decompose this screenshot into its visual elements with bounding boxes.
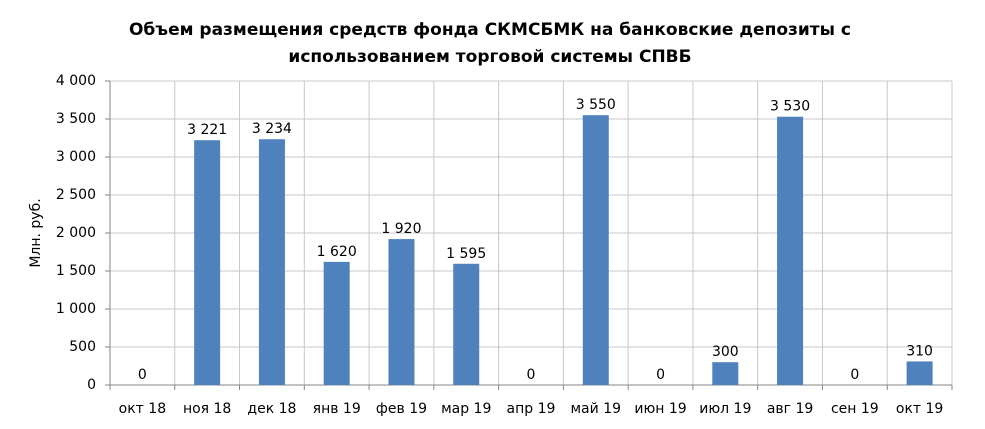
y-tick-label: 1 500 <box>56 263 96 279</box>
bar <box>258 139 285 385</box>
y-tick-label: 1 000 <box>56 301 96 317</box>
x-tick-label: апр 19 <box>507 401 556 417</box>
y-tick-label: 2 000 <box>56 225 96 241</box>
x-tick-label: сен 19 <box>831 401 879 417</box>
x-tick-label: июн 19 <box>634 401 686 417</box>
bar <box>582 115 609 385</box>
value-label: 3 550 <box>576 97 616 113</box>
x-tick-label: окт 18 <box>119 401 166 417</box>
value-label: 0 <box>656 367 665 383</box>
bar <box>388 239 415 385</box>
x-tick-label: май 19 <box>571 401 622 417</box>
y-tick-label: 3 500 <box>56 111 96 127</box>
bar <box>906 361 933 385</box>
bar <box>323 261 350 385</box>
value-label: 1 920 <box>381 221 421 237</box>
y-axis-label: Млн. руб. <box>28 198 44 267</box>
value-label: 3 221 <box>187 122 227 138</box>
y-tick-label: 4 000 <box>56 73 96 89</box>
value-label: 0 <box>850 367 859 383</box>
value-label: 0 <box>138 367 147 383</box>
x-tick-label: янв 19 <box>313 401 361 417</box>
bar <box>453 263 480 385</box>
bar <box>712 362 739 385</box>
chart-title: использованием торговой системы СПВБ <box>288 47 691 67</box>
x-tick-label: мар 19 <box>441 401 491 417</box>
x-tick-label: фев 19 <box>376 401 427 417</box>
x-tick-label: авг 19 <box>767 401 813 417</box>
value-label: 1 620 <box>317 244 357 260</box>
y-tick-label: 500 <box>69 339 96 355</box>
chart-title: Объем размещения средств фонда СКМСБМК н… <box>129 20 851 40</box>
x-tick-label: ноя 18 <box>183 401 231 417</box>
bar <box>194 140 221 385</box>
x-tick-label: окт 19 <box>896 401 943 417</box>
x-tick-label: дек 18 <box>247 401 296 417</box>
value-label: 3 530 <box>770 99 810 115</box>
y-tick-label: 0 <box>87 377 96 393</box>
bar <box>777 116 804 385</box>
value-label: 3 234 <box>252 121 292 137</box>
value-label: 300 <box>712 344 739 360</box>
y-tick-label: 3 000 <box>56 149 96 165</box>
value-label: 1 595 <box>446 246 486 262</box>
value-label: 310 <box>906 343 933 359</box>
value-label: 0 <box>527 367 536 383</box>
y-tick-label: 2 500 <box>56 187 96 203</box>
x-tick-label: июл 19 <box>699 401 751 417</box>
